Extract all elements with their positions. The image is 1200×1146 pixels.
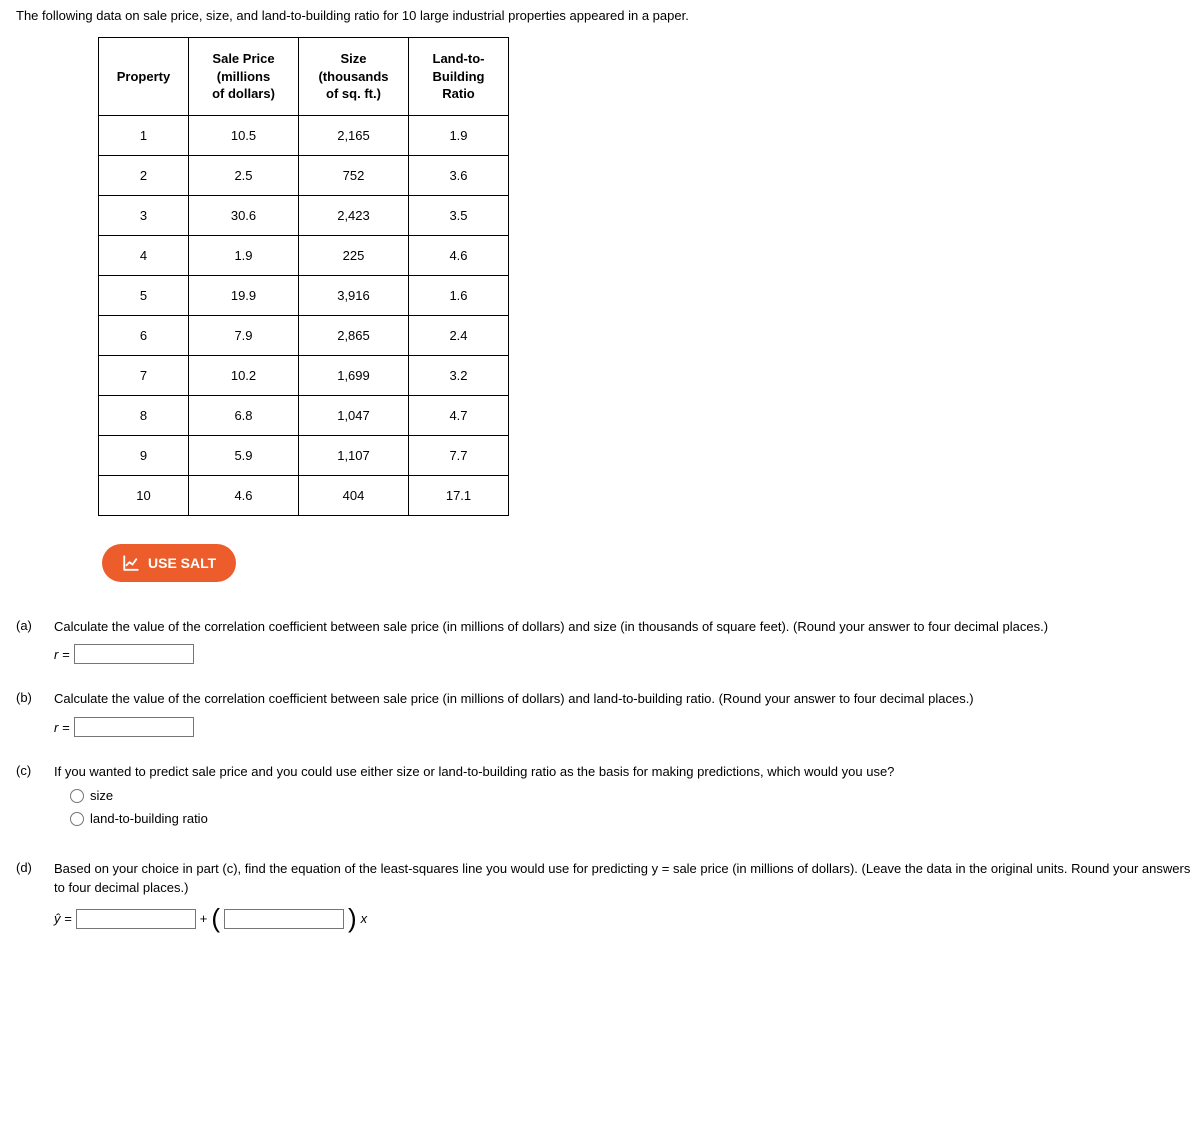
open-paren: ( bbox=[211, 905, 220, 931]
use-salt-button[interactable]: USE SALT bbox=[102, 544, 236, 582]
question-b: (b) Calculate the value of the correlati… bbox=[16, 690, 1200, 737]
table-cell: 752 bbox=[299, 155, 409, 195]
table-row: 710.21,6993.2 bbox=[99, 355, 509, 395]
header-price: Sale Price (millions of dollars) bbox=[189, 38, 299, 116]
table-cell: 7.7 bbox=[409, 435, 509, 475]
table-cell: 7.9 bbox=[189, 315, 299, 355]
q-b-text: Calculate the value of the correlation c… bbox=[54, 690, 1200, 709]
radio-size[interactable]: size bbox=[70, 788, 1200, 803]
table-cell: 404 bbox=[299, 475, 409, 515]
q-c-text: If you wanted to predict sale price and … bbox=[54, 763, 1200, 782]
table-cell: 2 bbox=[99, 155, 189, 195]
q-b-label: (b) bbox=[16, 690, 44, 705]
q-d-text: Based on your choice in part (c), find t… bbox=[54, 860, 1200, 898]
header-property: Property bbox=[99, 38, 189, 116]
radio-ratio-label: land-to-building ratio bbox=[90, 811, 208, 826]
table-cell: 10 bbox=[99, 475, 189, 515]
q-d-xvar: x bbox=[361, 911, 368, 926]
table-cell: 7 bbox=[99, 355, 189, 395]
radio-ratio-input[interactable] bbox=[70, 812, 84, 826]
table-cell: 3.5 bbox=[409, 195, 509, 235]
table-cell: 2,165 bbox=[299, 115, 409, 155]
table-cell: 17.1 bbox=[409, 475, 509, 515]
table-cell: 1.9 bbox=[409, 115, 509, 155]
q-d-lhs: ŷ = bbox=[54, 911, 72, 926]
table-cell: 2.4 bbox=[409, 315, 509, 355]
table-cell: 3,916 bbox=[299, 275, 409, 315]
data-table: Property Sale Price (millions of dollars… bbox=[98, 37, 509, 516]
question-d: (d) Based on your choice in part (c), fi… bbox=[16, 860, 1200, 932]
table-cell: 4.6 bbox=[189, 475, 299, 515]
table-cell: 4.7 bbox=[409, 395, 509, 435]
close-paren: ) bbox=[348, 905, 357, 931]
q-d-intercept-input[interactable] bbox=[76, 909, 196, 929]
table-cell: 2.5 bbox=[189, 155, 299, 195]
chart-icon bbox=[122, 554, 140, 572]
q-b-input[interactable] bbox=[74, 717, 194, 737]
table-cell: 8 bbox=[99, 395, 189, 435]
q-a-text: Calculate the value of the correlation c… bbox=[54, 618, 1200, 637]
table-cell: 2,423 bbox=[299, 195, 409, 235]
q-b-var: r = bbox=[54, 720, 70, 735]
table-row: 519.93,9161.6 bbox=[99, 275, 509, 315]
header-ratio: Land-to- Building Ratio bbox=[409, 38, 509, 116]
table-cell: 9 bbox=[99, 435, 189, 475]
table-cell: 2,865 bbox=[299, 315, 409, 355]
table-cell: 30.6 bbox=[189, 195, 299, 235]
table-cell: 1,047 bbox=[299, 395, 409, 435]
q-d-plus: + bbox=[200, 911, 208, 926]
table-row: 104.640417.1 bbox=[99, 475, 509, 515]
question-a: (a) Calculate the value of the correlati… bbox=[16, 618, 1200, 665]
table-cell: 225 bbox=[299, 235, 409, 275]
q-c-label: (c) bbox=[16, 763, 44, 778]
table-cell: 1,107 bbox=[299, 435, 409, 475]
table-cell: 19.9 bbox=[189, 275, 299, 315]
table-row: 86.81,0474.7 bbox=[99, 395, 509, 435]
table-cell: 4 bbox=[99, 235, 189, 275]
table-cell: 1.6 bbox=[409, 275, 509, 315]
table-cell: 6.8 bbox=[189, 395, 299, 435]
q-a-input[interactable] bbox=[74, 644, 194, 664]
table-cell: 6 bbox=[99, 315, 189, 355]
q-d-slope-input[interactable] bbox=[224, 909, 344, 929]
use-salt-label: USE SALT bbox=[148, 555, 216, 571]
radio-ratio[interactable]: land-to-building ratio bbox=[70, 811, 1200, 826]
intro-text: The following data on sale price, size, … bbox=[16, 8, 1200, 23]
table-row: 330.62,4233.5 bbox=[99, 195, 509, 235]
table-cell: 10.5 bbox=[189, 115, 299, 155]
table-row: 22.57523.6 bbox=[99, 155, 509, 195]
table-cell: 3.6 bbox=[409, 155, 509, 195]
table-row: 110.52,1651.9 bbox=[99, 115, 509, 155]
table-row: 67.92,8652.4 bbox=[99, 315, 509, 355]
table-cell: 5 bbox=[99, 275, 189, 315]
q-d-label: (d) bbox=[16, 860, 44, 875]
table-cell: 3.2 bbox=[409, 355, 509, 395]
table-cell: 4.6 bbox=[409, 235, 509, 275]
table-cell: 10.2 bbox=[189, 355, 299, 395]
q-a-label: (a) bbox=[16, 618, 44, 633]
table-cell: 1 bbox=[99, 115, 189, 155]
table-row: 95.91,1077.7 bbox=[99, 435, 509, 475]
table-cell: 1.9 bbox=[189, 235, 299, 275]
table-cell: 1,699 bbox=[299, 355, 409, 395]
table-cell: 5.9 bbox=[189, 435, 299, 475]
q-a-var: r = bbox=[54, 647, 70, 662]
radio-size-label: size bbox=[90, 788, 113, 803]
question-c: (c) If you wanted to predict sale price … bbox=[16, 763, 1200, 834]
table-row: 41.92254.6 bbox=[99, 235, 509, 275]
table-cell: 3 bbox=[99, 195, 189, 235]
radio-size-input[interactable] bbox=[70, 789, 84, 803]
header-size: Size (thousands of sq. ft.) bbox=[299, 38, 409, 116]
